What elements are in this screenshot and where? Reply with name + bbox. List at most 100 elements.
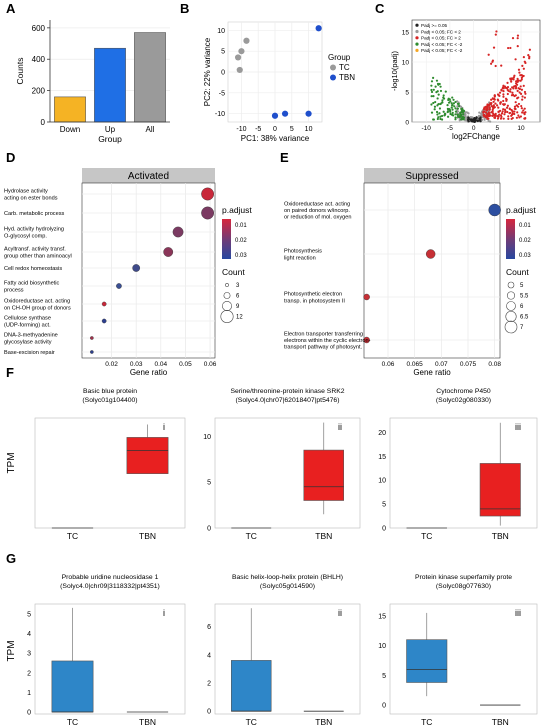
term-label: Carb. metabolic process [4, 211, 65, 217]
data-point [506, 81, 509, 85]
data-point [485, 114, 488, 117]
x-tick-label: 0.05 [179, 361, 192, 368]
data-point [493, 98, 496, 101]
data-point [436, 104, 439, 107]
data-point [451, 104, 454, 107]
data-point [524, 61, 527, 65]
subplot-numeral: iii [515, 422, 521, 432]
data-point [492, 104, 495, 107]
plot-area [81, 182, 216, 359]
data-point [454, 113, 457, 116]
data-point [451, 108, 454, 111]
term-dot [201, 187, 215, 201]
data-point [438, 107, 442, 110]
term-label: acting on ester bonds [4, 195, 58, 201]
data-point [470, 119, 473, 123]
size-legend-title: Count [506, 267, 529, 277]
subplot-numeral: ii [338, 422, 342, 432]
data-point [513, 107, 516, 110]
term-label: DNA-3-methyadenine [4, 333, 58, 339]
data-point [497, 99, 500, 102]
data-point [501, 110, 504, 113]
y-axis-label: TPM [6, 452, 17, 473]
x-tick-label: TC [246, 531, 257, 541]
y-tick-label: 5 [207, 480, 211, 487]
data-point [432, 101, 435, 105]
data-point [500, 115, 503, 118]
subplot-title: Basic helix-loop-helix protein (BHLH) [232, 574, 343, 581]
data-point [491, 106, 495, 109]
data-point [509, 90, 512, 93]
data-point [486, 112, 489, 116]
y-tick-label: 0 [405, 120, 409, 127]
size-legend-label: 5.5 [520, 294, 529, 300]
term-label: transp. in photosystem II [284, 298, 345, 304]
subplot-numeral: ii [338, 608, 342, 618]
data-point [502, 87, 505, 90]
data-point [477, 119, 481, 122]
term-dot [363, 336, 370, 344]
data-point [494, 102, 497, 105]
data-point [517, 102, 521, 106]
y-tick-label: 1 [27, 690, 31, 697]
data-point [459, 111, 462, 114]
data-point [522, 56, 525, 59]
y-tick-label: -10 [215, 111, 225, 118]
data-point [454, 107, 457, 110]
data-point [448, 98, 451, 101]
bar [134, 32, 166, 123]
data-point [513, 105, 517, 108]
data-point [430, 84, 433, 87]
colorbar-tick-label: 0.02 [519, 238, 531, 244]
data-point [493, 94, 496, 97]
data-point [508, 108, 512, 111]
data-point [315, 25, 322, 32]
subplot-title: (Solyc02g080330) [436, 397, 491, 404]
panel-letter-f: F [6, 365, 14, 380]
x-tick-label: TBN [139, 717, 156, 725]
strip-title: Activated [128, 171, 169, 182]
data-point [487, 53, 490, 56]
data-point [516, 34, 520, 37]
data-point [511, 86, 514, 89]
activated-dotplot-panel: Activated 0.02 0.03 0.04 0.05 0.06 Hydrolase a… [4, 168, 252, 377]
data-point [430, 80, 434, 83]
data-point [462, 109, 466, 113]
legend-marker [415, 42, 419, 46]
y-axis-label: TPM [6, 640, 17, 661]
data-point [520, 88, 524, 91]
term-dot [363, 293, 370, 301]
data-point [495, 30, 498, 33]
data-point [517, 68, 521, 71]
data-point [517, 114, 520, 117]
term-label: light reaction [284, 255, 316, 261]
data-point [482, 107, 486, 111]
data-point [506, 86, 510, 89]
y-tick-label: 15 [402, 30, 410, 37]
suppressed-dotplot-panel: Suppressed 0.06 0.065 0.07 0.075 0.08 Oxidored… [284, 168, 536, 377]
data-point [441, 101, 444, 104]
data-point [439, 102, 442, 106]
term-dot [101, 318, 107, 324]
data-point [460, 117, 464, 120]
data-point [433, 105, 437, 108]
data-point [451, 96, 454, 99]
data-point [457, 102, 460, 105]
data-point [514, 82, 518, 85]
term-label: Photosynthetic electron [284, 292, 342, 298]
data-point [507, 117, 510, 120]
legend-marker [415, 48, 419, 53]
x-tick-label: 0.07 [435, 361, 448, 368]
data-point [510, 80, 513, 83]
term-label: Electron transporter transferring [284, 331, 363, 337]
term-dot [90, 336, 94, 340]
data-point [467, 120, 470, 123]
data-point [496, 117, 500, 120]
x-tick-label: TBN [315, 531, 332, 541]
data-point [519, 92, 523, 95]
y-tick-label: 0 [382, 526, 386, 533]
colorbar-tick-label: 0.02 [235, 238, 247, 244]
legend-label: TC [339, 63, 350, 72]
